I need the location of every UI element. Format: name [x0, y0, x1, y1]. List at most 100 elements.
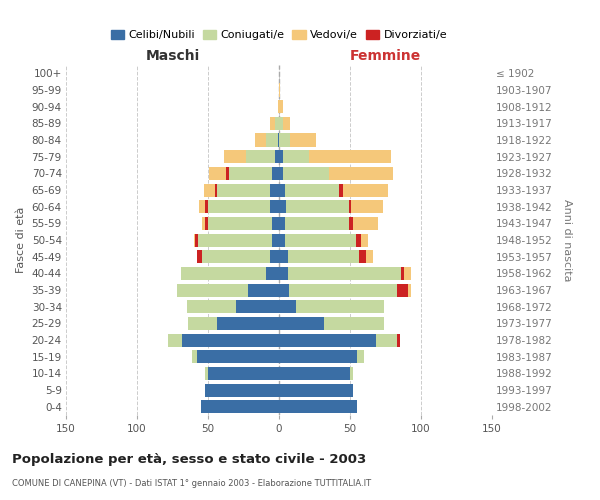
Bar: [187, 300, 236, 313]
Bar: [279, 300, 296, 313]
Bar: [284, 217, 349, 230]
Bar: [279, 184, 284, 196]
Bar: [205, 200, 208, 213]
Bar: [271, 117, 275, 130]
Bar: [247, 150, 275, 163]
Bar: [408, 284, 411, 296]
Bar: [236, 300, 279, 313]
Bar: [201, 400, 279, 413]
Bar: [202, 217, 205, 230]
Bar: [215, 184, 217, 196]
Bar: [353, 217, 379, 230]
Bar: [193, 350, 197, 363]
Bar: [197, 350, 279, 363]
Bar: [284, 234, 356, 246]
Bar: [287, 267, 401, 280]
Bar: [198, 234, 272, 246]
Bar: [325, 317, 384, 330]
Legend: Celibi/Nubili, Coniugati/e, Vedovi/e, Divorziati/e: Celibi/Nubili, Coniugati/e, Vedovi/e, Di…: [106, 25, 452, 44]
Bar: [338, 184, 343, 196]
Y-axis label: Anni di nascita: Anni di nascita: [562, 198, 572, 281]
Bar: [208, 200, 271, 213]
Bar: [197, 250, 202, 263]
Bar: [356, 234, 361, 246]
Bar: [279, 284, 289, 296]
Bar: [208, 367, 279, 380]
Bar: [279, 367, 350, 380]
Bar: [397, 334, 400, 346]
Bar: [272, 234, 279, 246]
Bar: [309, 150, 391, 163]
Bar: [199, 200, 205, 213]
Bar: [275, 150, 279, 163]
Bar: [352, 200, 383, 213]
Text: Maschi: Maschi: [145, 50, 200, 64]
Bar: [397, 284, 408, 296]
Bar: [279, 117, 283, 130]
Bar: [296, 300, 384, 313]
Bar: [283, 150, 309, 163]
Bar: [279, 400, 357, 413]
Bar: [226, 167, 229, 180]
Bar: [279, 384, 353, 396]
Bar: [279, 100, 283, 113]
Bar: [283, 117, 290, 130]
Bar: [279, 217, 284, 230]
Bar: [401, 267, 404, 280]
Bar: [168, 334, 182, 346]
Bar: [177, 284, 248, 296]
Bar: [271, 250, 279, 263]
Bar: [350, 367, 353, 380]
Bar: [289, 284, 397, 296]
Bar: [283, 167, 329, 180]
Bar: [266, 134, 278, 146]
Bar: [290, 134, 316, 146]
Bar: [195, 234, 198, 246]
Bar: [359, 250, 365, 263]
Bar: [188, 317, 217, 330]
Bar: [278, 100, 279, 113]
Bar: [278, 134, 279, 146]
Bar: [217, 317, 279, 330]
Text: COMUNE DI CANEPINA (VT) - Dati ISTAT 1° gennaio 2003 - Elaborazione TUTTITALIA.I: COMUNE DI CANEPINA (VT) - Dati ISTAT 1° …: [12, 478, 371, 488]
Bar: [279, 200, 286, 213]
Bar: [271, 184, 279, 196]
Bar: [271, 200, 279, 213]
Bar: [208, 217, 272, 230]
Bar: [182, 334, 279, 346]
Bar: [272, 217, 279, 230]
Bar: [349, 217, 353, 230]
Bar: [279, 350, 357, 363]
Bar: [279, 234, 284, 246]
Bar: [248, 284, 279, 296]
Bar: [279, 334, 376, 346]
Bar: [349, 200, 352, 213]
Bar: [361, 234, 368, 246]
Bar: [376, 334, 397, 346]
Bar: [205, 384, 279, 396]
Bar: [357, 350, 364, 363]
Bar: [279, 150, 283, 163]
Bar: [224, 150, 247, 163]
Bar: [255, 134, 266, 146]
Bar: [279, 250, 287, 263]
Bar: [205, 217, 208, 230]
Bar: [229, 167, 272, 180]
Bar: [194, 234, 195, 246]
Bar: [275, 117, 279, 130]
Bar: [204, 184, 215, 196]
Bar: [329, 167, 392, 180]
Bar: [181, 267, 266, 280]
Bar: [404, 267, 411, 280]
Bar: [205, 367, 208, 380]
Text: Popolazione per età, sesso e stato civile - 2003: Popolazione per età, sesso e stato civil…: [12, 452, 366, 466]
Bar: [284, 184, 338, 196]
Bar: [279, 167, 283, 180]
Bar: [209, 167, 226, 180]
Bar: [266, 267, 279, 280]
Bar: [279, 84, 280, 96]
Bar: [286, 200, 349, 213]
Bar: [202, 250, 271, 263]
Bar: [343, 184, 388, 196]
Text: Femmine: Femmine: [350, 50, 421, 64]
